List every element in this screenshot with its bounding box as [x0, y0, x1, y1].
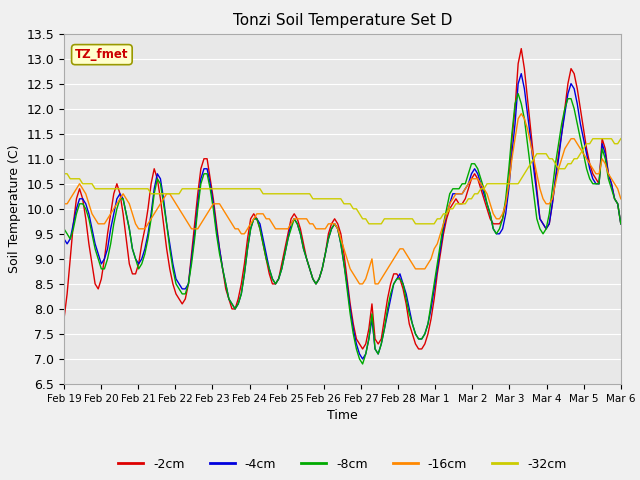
- -16cm: [605, 171, 612, 177]
- -32cm: [589, 136, 596, 142]
- Line: -4cm: -4cm: [64, 73, 621, 359]
- -2cm: [561, 106, 569, 111]
- -4cm: [70, 221, 77, 227]
- -2cm: [60, 316, 68, 322]
- -8cm: [125, 226, 133, 232]
- -2cm: [617, 221, 625, 227]
- -8cm: [617, 221, 625, 227]
- -16cm: [272, 226, 280, 232]
- Line: -8cm: -8cm: [64, 94, 621, 364]
- -4cm: [125, 226, 133, 232]
- -2cm: [272, 281, 280, 287]
- -2cm: [359, 346, 367, 352]
- -16cm: [60, 201, 68, 207]
- -4cm: [517, 71, 525, 76]
- -32cm: [365, 221, 372, 227]
- -16cm: [70, 191, 77, 197]
- -2cm: [175, 296, 183, 302]
- -32cm: [60, 171, 68, 177]
- -32cm: [70, 176, 77, 181]
- -32cm: [605, 136, 612, 142]
- -8cm: [175, 286, 183, 292]
- Line: -16cm: -16cm: [64, 114, 621, 284]
- X-axis label: Time: Time: [327, 409, 358, 422]
- -4cm: [272, 281, 280, 287]
- -16cm: [561, 146, 569, 152]
- -32cm: [558, 166, 566, 172]
- Line: -32cm: -32cm: [64, 139, 621, 224]
- -16cm: [175, 206, 183, 212]
- -32cm: [617, 136, 625, 142]
- -4cm: [60, 236, 68, 242]
- -32cm: [125, 186, 133, 192]
- -4cm: [561, 111, 569, 117]
- -32cm: [175, 191, 183, 197]
- -8cm: [605, 176, 612, 181]
- Title: Tonzi Soil Temperature Set D: Tonzi Soil Temperature Set D: [233, 13, 452, 28]
- -2cm: [517, 46, 525, 51]
- -8cm: [561, 106, 569, 111]
- -16cm: [617, 196, 625, 202]
- -4cm: [175, 281, 183, 287]
- -8cm: [515, 91, 522, 96]
- -32cm: [272, 191, 280, 197]
- -4cm: [617, 221, 625, 227]
- -16cm: [356, 281, 364, 287]
- -8cm: [359, 361, 367, 367]
- Text: TZ_fmet: TZ_fmet: [75, 48, 129, 61]
- -2cm: [70, 221, 77, 227]
- -2cm: [605, 171, 612, 177]
- -4cm: [359, 356, 367, 362]
- -2cm: [125, 261, 133, 267]
- Legend: -2cm, -4cm, -8cm, -16cm, -32cm: -2cm, -4cm, -8cm, -16cm, -32cm: [113, 453, 572, 476]
- -8cm: [60, 226, 68, 232]
- Y-axis label: Soil Temperature (C): Soil Temperature (C): [8, 144, 21, 273]
- -4cm: [605, 171, 612, 177]
- Line: -2cm: -2cm: [64, 48, 621, 349]
- -16cm: [125, 201, 133, 207]
- -16cm: [517, 111, 525, 117]
- -8cm: [70, 226, 77, 232]
- -8cm: [272, 281, 280, 287]
